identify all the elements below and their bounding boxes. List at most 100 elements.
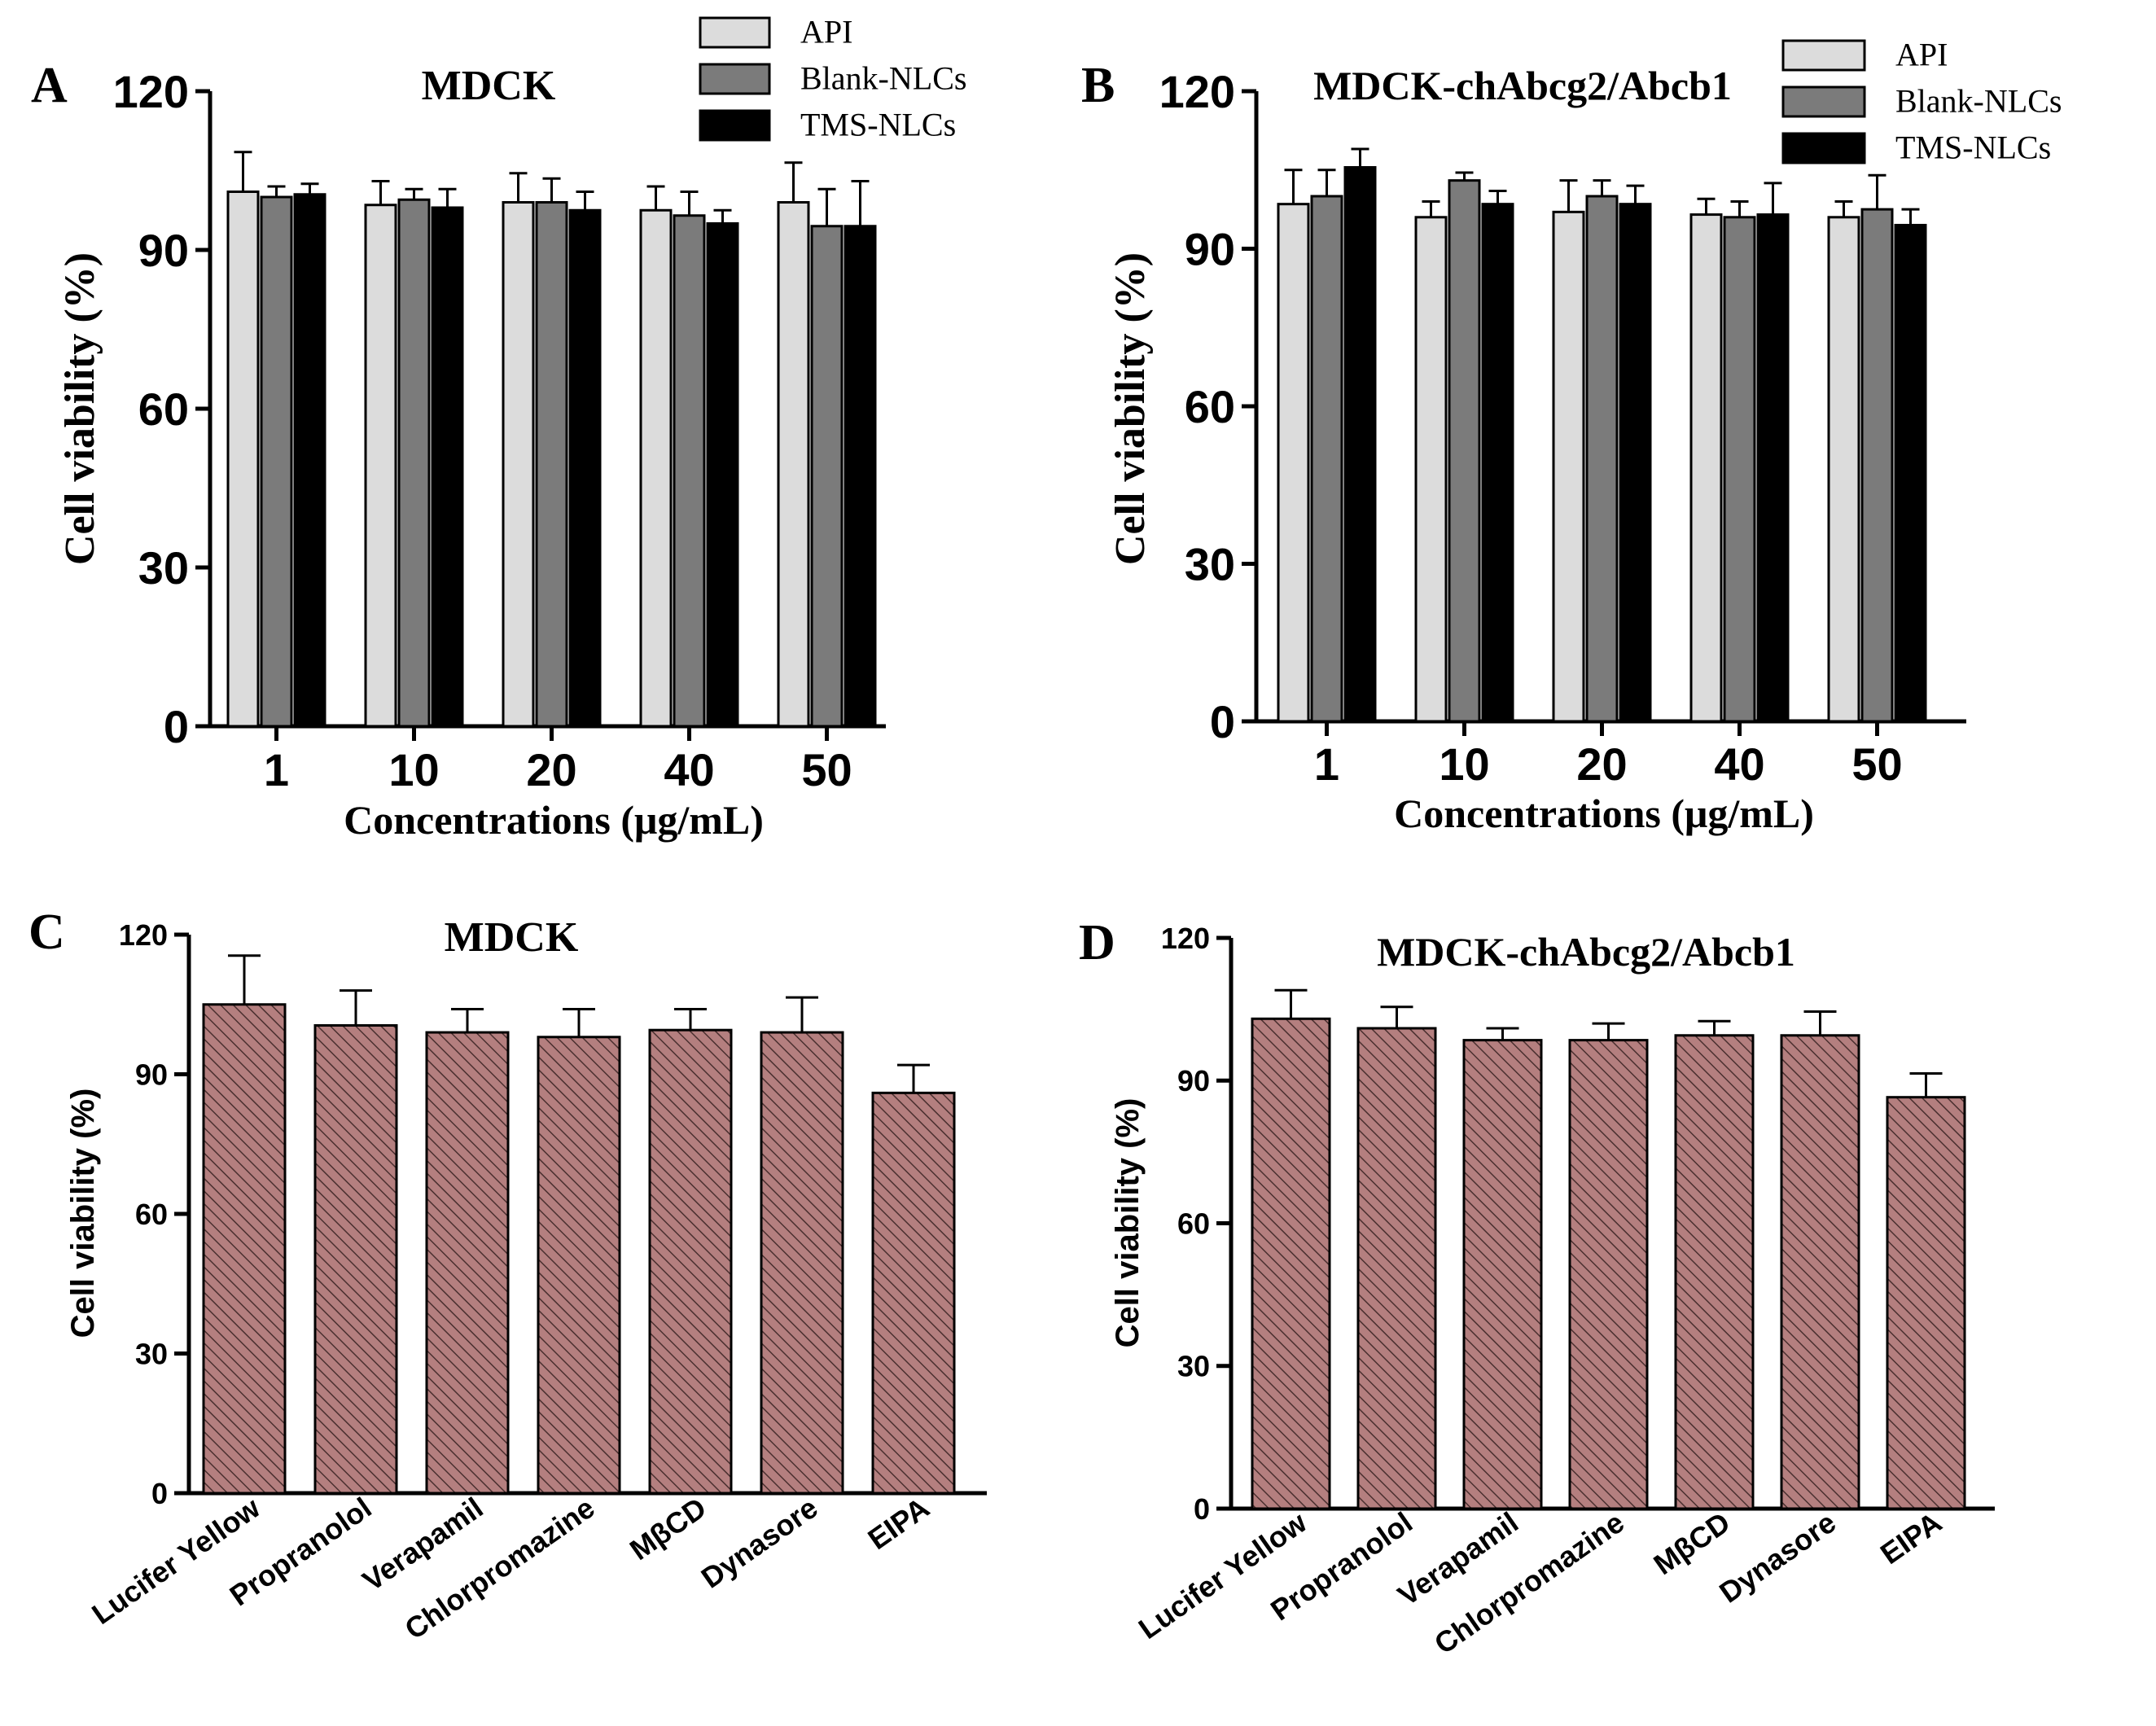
bar — [810, 225, 844, 728]
panel-a: A MDCK 0 30 60 90 120 Cell viability (%) 1 10 20 40… — [31, 14, 966, 843]
bar — [871, 1091, 956, 1495]
x-tick-label: 1 — [264, 744, 289, 795]
x-tick-label: MβCD — [624, 1491, 712, 1566]
legend-label: Blank-NLCs — [800, 60, 966, 97]
y-axis-label: Cell viability (%) — [1110, 1098, 1146, 1348]
panel-letter: C — [28, 905, 65, 960]
y-tick-label: 90 — [1185, 224, 1235, 275]
y-tick-label: 0 — [164, 701, 189, 752]
y-tick-label: 0 — [151, 1477, 168, 1510]
bar — [537, 1036, 621, 1495]
bar — [1780, 1034, 1860, 1510]
legend-swatch — [699, 63, 771, 95]
chart-title: MDCK — [445, 914, 579, 961]
bar — [502, 201, 535, 728]
bar — [1756, 213, 1790, 723]
bar — [1552, 210, 1585, 723]
bar — [1827, 216, 1860, 723]
bar — [1723, 216, 1756, 723]
bar — [1481, 203, 1514, 723]
bar — [202, 1003, 287, 1495]
panel-letter: B — [1081, 58, 1115, 113]
y-tick-label: 120 — [1159, 66, 1235, 117]
y-axis-label: Cell viability (%) — [65, 1089, 101, 1338]
bar — [1414, 216, 1448, 723]
bar — [1356, 1027, 1437, 1510]
bar — [1310, 195, 1343, 723]
y-tick-label: 30 — [1177, 1350, 1210, 1383]
bar — [364, 204, 397, 728]
legend: API Blank-NLCs TMS-NLCs — [1781, 37, 2062, 166]
bar — [1568, 1039, 1649, 1510]
panel-letter: A — [31, 58, 68, 113]
y-tick-label: 60 — [138, 383, 189, 435]
x-tick-label: 10 — [388, 744, 439, 795]
chart-title: MDCK-chAbcg2/Abcb1 — [1377, 929, 1795, 975]
legend-label: API — [1895, 37, 1948, 73]
bar — [1619, 203, 1652, 723]
x-tick-label: MβCD — [1647, 1505, 1736, 1581]
legend-swatch — [699, 16, 771, 49]
bar — [1585, 195, 1619, 723]
y-tick-label: 30 — [1185, 539, 1235, 590]
bar — [293, 193, 326, 728]
y-tick-label: 60 — [135, 1198, 168, 1231]
bar — [706, 222, 739, 728]
x-tick-label: EIPA — [1874, 1505, 1948, 1570]
y-tick-label: 120 — [119, 918, 168, 952]
bar — [673, 214, 706, 728]
x-tick-label: Lucifer Yellow — [85, 1490, 266, 1631]
y-tick-label: 30 — [135, 1337, 168, 1370]
legend-label: API — [800, 14, 852, 50]
legend: API Blank-NLCs TMS-NLCs — [699, 14, 966, 143]
panel-c: C MDCK 0 30 60 90 120 Cell viability (%) Lucifer… — [28, 905, 987, 1646]
legend-swatch — [1781, 39, 1866, 72]
bar — [260, 195, 293, 728]
x-tick-label: 20 — [526, 744, 576, 795]
x-axis-label: Concentrations (μg/mL) — [1394, 791, 1814, 836]
chart-title: MDCK-chAbcg2/Abcb1 — [1313, 63, 1732, 108]
legend-label: Blank-NLCs — [1895, 83, 2062, 120]
y-axis-label: Cell viability (%) — [1107, 252, 1154, 565]
bar — [639, 208, 673, 728]
y-tick-label: 90 — [135, 1058, 168, 1091]
bar — [1860, 208, 1894, 723]
x-tick-label: Dynasore — [695, 1491, 824, 1595]
x-axis-label: Concentrations (μg/mL) — [344, 797, 764, 843]
y-tick-label: 60 — [1177, 1207, 1210, 1240]
x-tick-label: EIPA — [861, 1491, 935, 1556]
bar — [431, 206, 464, 728]
bar — [1894, 223, 1927, 723]
bar — [1448, 179, 1481, 723]
y-tick-label: 0 — [1194, 1492, 1210, 1526]
legend-label: TMS-NLCs — [1895, 129, 2051, 166]
x-tick-label: 50 — [1851, 738, 1902, 790]
bar — [844, 225, 877, 728]
legend-swatch — [1781, 85, 1866, 118]
bar — [313, 1023, 398, 1495]
bar — [760, 1031, 844, 1495]
legend-label: TMS-NLCs — [800, 107, 956, 143]
chart-title: MDCK — [422, 63, 556, 109]
bar — [1689, 213, 1723, 723]
panel-d: D MDCK-chAbcg2/Abcb1 0 30 60 90 120 Cell viabil… — [1079, 915, 1995, 1661]
y-tick-label: 60 — [1185, 381, 1235, 432]
bar — [1674, 1034, 1755, 1510]
bar — [226, 191, 260, 728]
bar — [425, 1031, 510, 1495]
panel-letter: D — [1079, 915, 1115, 970]
y-tick-label: 30 — [138, 542, 189, 594]
bar — [535, 201, 568, 728]
x-tick-label: 10 — [1439, 738, 1489, 790]
bar — [1886, 1096, 1966, 1510]
legend-swatch — [699, 109, 771, 142]
x-tick-label: Dynasore — [1713, 1505, 1842, 1610]
bar — [1462, 1039, 1543, 1510]
y-tick-label: 120 — [1161, 922, 1210, 955]
bar — [1251, 1017, 1331, 1510]
y-tick-label: 0 — [1210, 696, 1235, 747]
panel-b: B MDCK-chAbcg2/Abcb1 0 30 60 90 120 Cell viabil… — [1081, 37, 2062, 836]
bar — [568, 208, 602, 728]
x-tick-label: Chlorpromazine — [399, 1491, 601, 1646]
